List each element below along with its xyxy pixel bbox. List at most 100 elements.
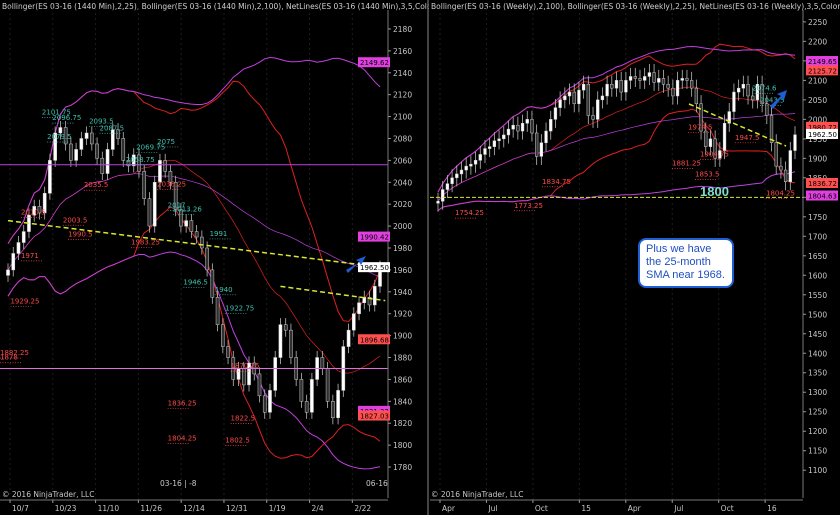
price-tick-label: 1100 bbox=[808, 466, 827, 475]
level-label: 2058.75 bbox=[126, 156, 155, 164]
left-copyright: © 2016 NinjaTrader, LLC bbox=[2, 490, 94, 499]
date-tick-label: Jul bbox=[673, 504, 683, 513]
right-trendlines bbox=[430, 103, 803, 198]
candle bbox=[722, 123, 727, 151]
right-trendline bbox=[688, 103, 787, 147]
price-tick-label: 1960 bbox=[393, 266, 412, 275]
right-candlesticks bbox=[436, 64, 797, 212]
candle bbox=[713, 138, 717, 159]
candle bbox=[544, 130, 548, 143]
price-tag-label: 1962.50 bbox=[808, 131, 837, 139]
candle bbox=[610, 84, 614, 89]
level-label: 1834.75 bbox=[542, 178, 571, 186]
candle bbox=[643, 76, 647, 81]
price-tick-label: 2100 bbox=[393, 113, 412, 122]
candle bbox=[137, 154, 141, 172]
candle bbox=[105, 149, 110, 174]
candle bbox=[488, 146, 492, 149]
level-label: 1971 bbox=[21, 252, 39, 260]
candle bbox=[755, 84, 760, 101]
price-tag-box bbox=[358, 262, 390, 273]
right-blue-arrow-icon bbox=[770, 90, 787, 109]
left-plot-background bbox=[0, 0, 390, 500]
candle bbox=[367, 297, 372, 306]
left-date-axis: 10/7 10/23 11/10 11/26 12/14 12/31 1/19 2/4 2/22 bbox=[0, 499, 388, 513]
candle bbox=[497, 138, 501, 142]
right-chart-panel: Bollinger(ES 03-16 (Weekly),2,100), Boll… bbox=[427, 0, 840, 515]
level-label: 2101.75 bbox=[42, 109, 71, 117]
price-tick-label: 1300 bbox=[808, 388, 827, 397]
price-tick-label: 2020 bbox=[393, 200, 412, 209]
candle bbox=[200, 236, 204, 249]
candle bbox=[320, 357, 325, 369]
candle bbox=[652, 72, 656, 83]
price-tick-label: 1400 bbox=[808, 349, 827, 358]
level-label: 2074.6 bbox=[752, 84, 777, 92]
price-tag-label: 1990.42 bbox=[360, 234, 389, 242]
candle bbox=[492, 140, 497, 147]
price-tick-label: 1600 bbox=[808, 271, 827, 280]
candle bbox=[680, 78, 684, 81]
candle bbox=[506, 128, 511, 136]
date-tick-label: 12/14 bbox=[183, 504, 205, 513]
candle bbox=[226, 346, 230, 358]
candle bbox=[268, 390, 272, 413]
price-tick-label: 1780 bbox=[393, 463, 412, 472]
candle bbox=[16, 242, 21, 254]
candle bbox=[194, 231, 199, 238]
candle bbox=[121, 138, 126, 161]
price-tick-label: 1500 bbox=[808, 310, 827, 319]
left-chart-header: Bollinger(ES 03-16 (1440 Min),2,25), Bol… bbox=[2, 2, 435, 11]
level-label: 1990.5 bbox=[68, 231, 93, 239]
level-label: 1870.25 bbox=[231, 362, 260, 370]
candle bbox=[95, 143, 99, 159]
price-tick-label: 1950 bbox=[808, 135, 827, 144]
date-tick-label: Apr bbox=[442, 504, 456, 513]
candle bbox=[741, 84, 745, 89]
candle bbox=[727, 111, 731, 124]
candle bbox=[299, 379, 304, 402]
candle bbox=[100, 157, 105, 174]
price-tag-label: 1980.72 bbox=[808, 124, 837, 132]
price-tick-label: 2140 bbox=[393, 69, 412, 78]
price-tag-box bbox=[358, 231, 390, 242]
candle bbox=[774, 142, 778, 167]
price-tag-box bbox=[806, 56, 838, 67]
candle bbox=[152, 182, 157, 227]
price-tag-box bbox=[806, 190, 838, 201]
left-vertical-grid bbox=[9, 8, 353, 500]
level-label: 2069.75 bbox=[136, 144, 165, 152]
big-level-1800-label: 1800 bbox=[700, 184, 729, 199]
level-label: 1946.5 bbox=[183, 279, 208, 287]
right-chart-header: Bollinger(ES 03-16 (Weekly),2,100), Boll… bbox=[431, 2, 840, 11]
level-label: 1822.5 bbox=[231, 415, 256, 423]
price-tick-label: 2160 bbox=[393, 47, 412, 56]
candle bbox=[63, 127, 68, 145]
candle bbox=[783, 169, 788, 182]
candle bbox=[69, 143, 73, 161]
price-tick-label: 1550 bbox=[808, 291, 827, 300]
candle bbox=[336, 390, 340, 419]
candle bbox=[450, 177, 454, 184]
candle bbox=[628, 76, 633, 81]
price-tick-label: 1920 bbox=[393, 310, 412, 319]
price-tick-label: 1900 bbox=[808, 154, 827, 163]
candle bbox=[273, 357, 278, 391]
candle bbox=[483, 148, 487, 155]
price-tick-label: 1860 bbox=[393, 375, 412, 384]
candle bbox=[173, 182, 178, 210]
left-price-axis: 1780 1800 1820 1840 1860 1880 1900 1920 1940 1960… bbox=[387, 10, 412, 498]
candle bbox=[205, 247, 209, 271]
candle bbox=[718, 150, 722, 159]
date-tick-label: 11/10 bbox=[98, 504, 120, 513]
candle bbox=[708, 138, 713, 147]
price-tag-box bbox=[358, 334, 390, 345]
right-copyright: © 2016 NinjaTrader, LLC bbox=[431, 490, 523, 499]
level-label: 1947.5 bbox=[735, 134, 760, 142]
candle bbox=[325, 368, 330, 402]
candle bbox=[520, 123, 525, 132]
candle bbox=[535, 132, 539, 157]
candle bbox=[283, 324, 288, 331]
level-label: 1922.75 bbox=[225, 305, 254, 313]
